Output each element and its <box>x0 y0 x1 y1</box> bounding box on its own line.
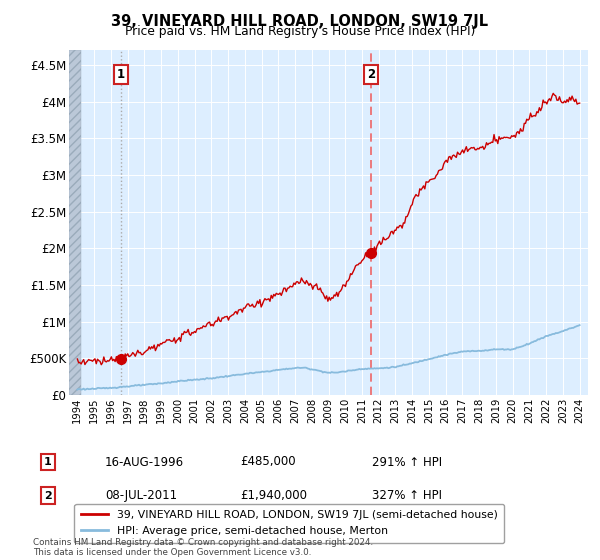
Text: 291% ↑ HPI: 291% ↑ HPI <box>372 455 442 469</box>
Legend: 39, VINEYARD HILL ROAD, LONDON, SW19 7JL (semi-detached house), HPI: Average pri: 39, VINEYARD HILL ROAD, LONDON, SW19 7JL… <box>74 503 504 543</box>
Text: £485,000: £485,000 <box>240 455 296 469</box>
Text: 39, VINEYARD HILL ROAD, LONDON, SW19 7JL: 39, VINEYARD HILL ROAD, LONDON, SW19 7JL <box>112 14 488 29</box>
Text: 1: 1 <box>117 68 125 81</box>
Text: 327% ↑ HPI: 327% ↑ HPI <box>372 489 442 502</box>
Text: 2: 2 <box>367 68 375 81</box>
Text: 08-JUL-2011: 08-JUL-2011 <box>105 489 177 502</box>
Text: 1: 1 <box>44 457 52 467</box>
Text: Contains HM Land Registry data © Crown copyright and database right 2024.
This d: Contains HM Land Registry data © Crown c… <box>33 538 373 557</box>
Text: 16-AUG-1996: 16-AUG-1996 <box>105 455 184 469</box>
Text: 2: 2 <box>44 491 52 501</box>
Text: £1,940,000: £1,940,000 <box>240 489 307 502</box>
Text: Price paid vs. HM Land Registry's House Price Index (HPI): Price paid vs. HM Land Registry's House … <box>125 25 475 38</box>
